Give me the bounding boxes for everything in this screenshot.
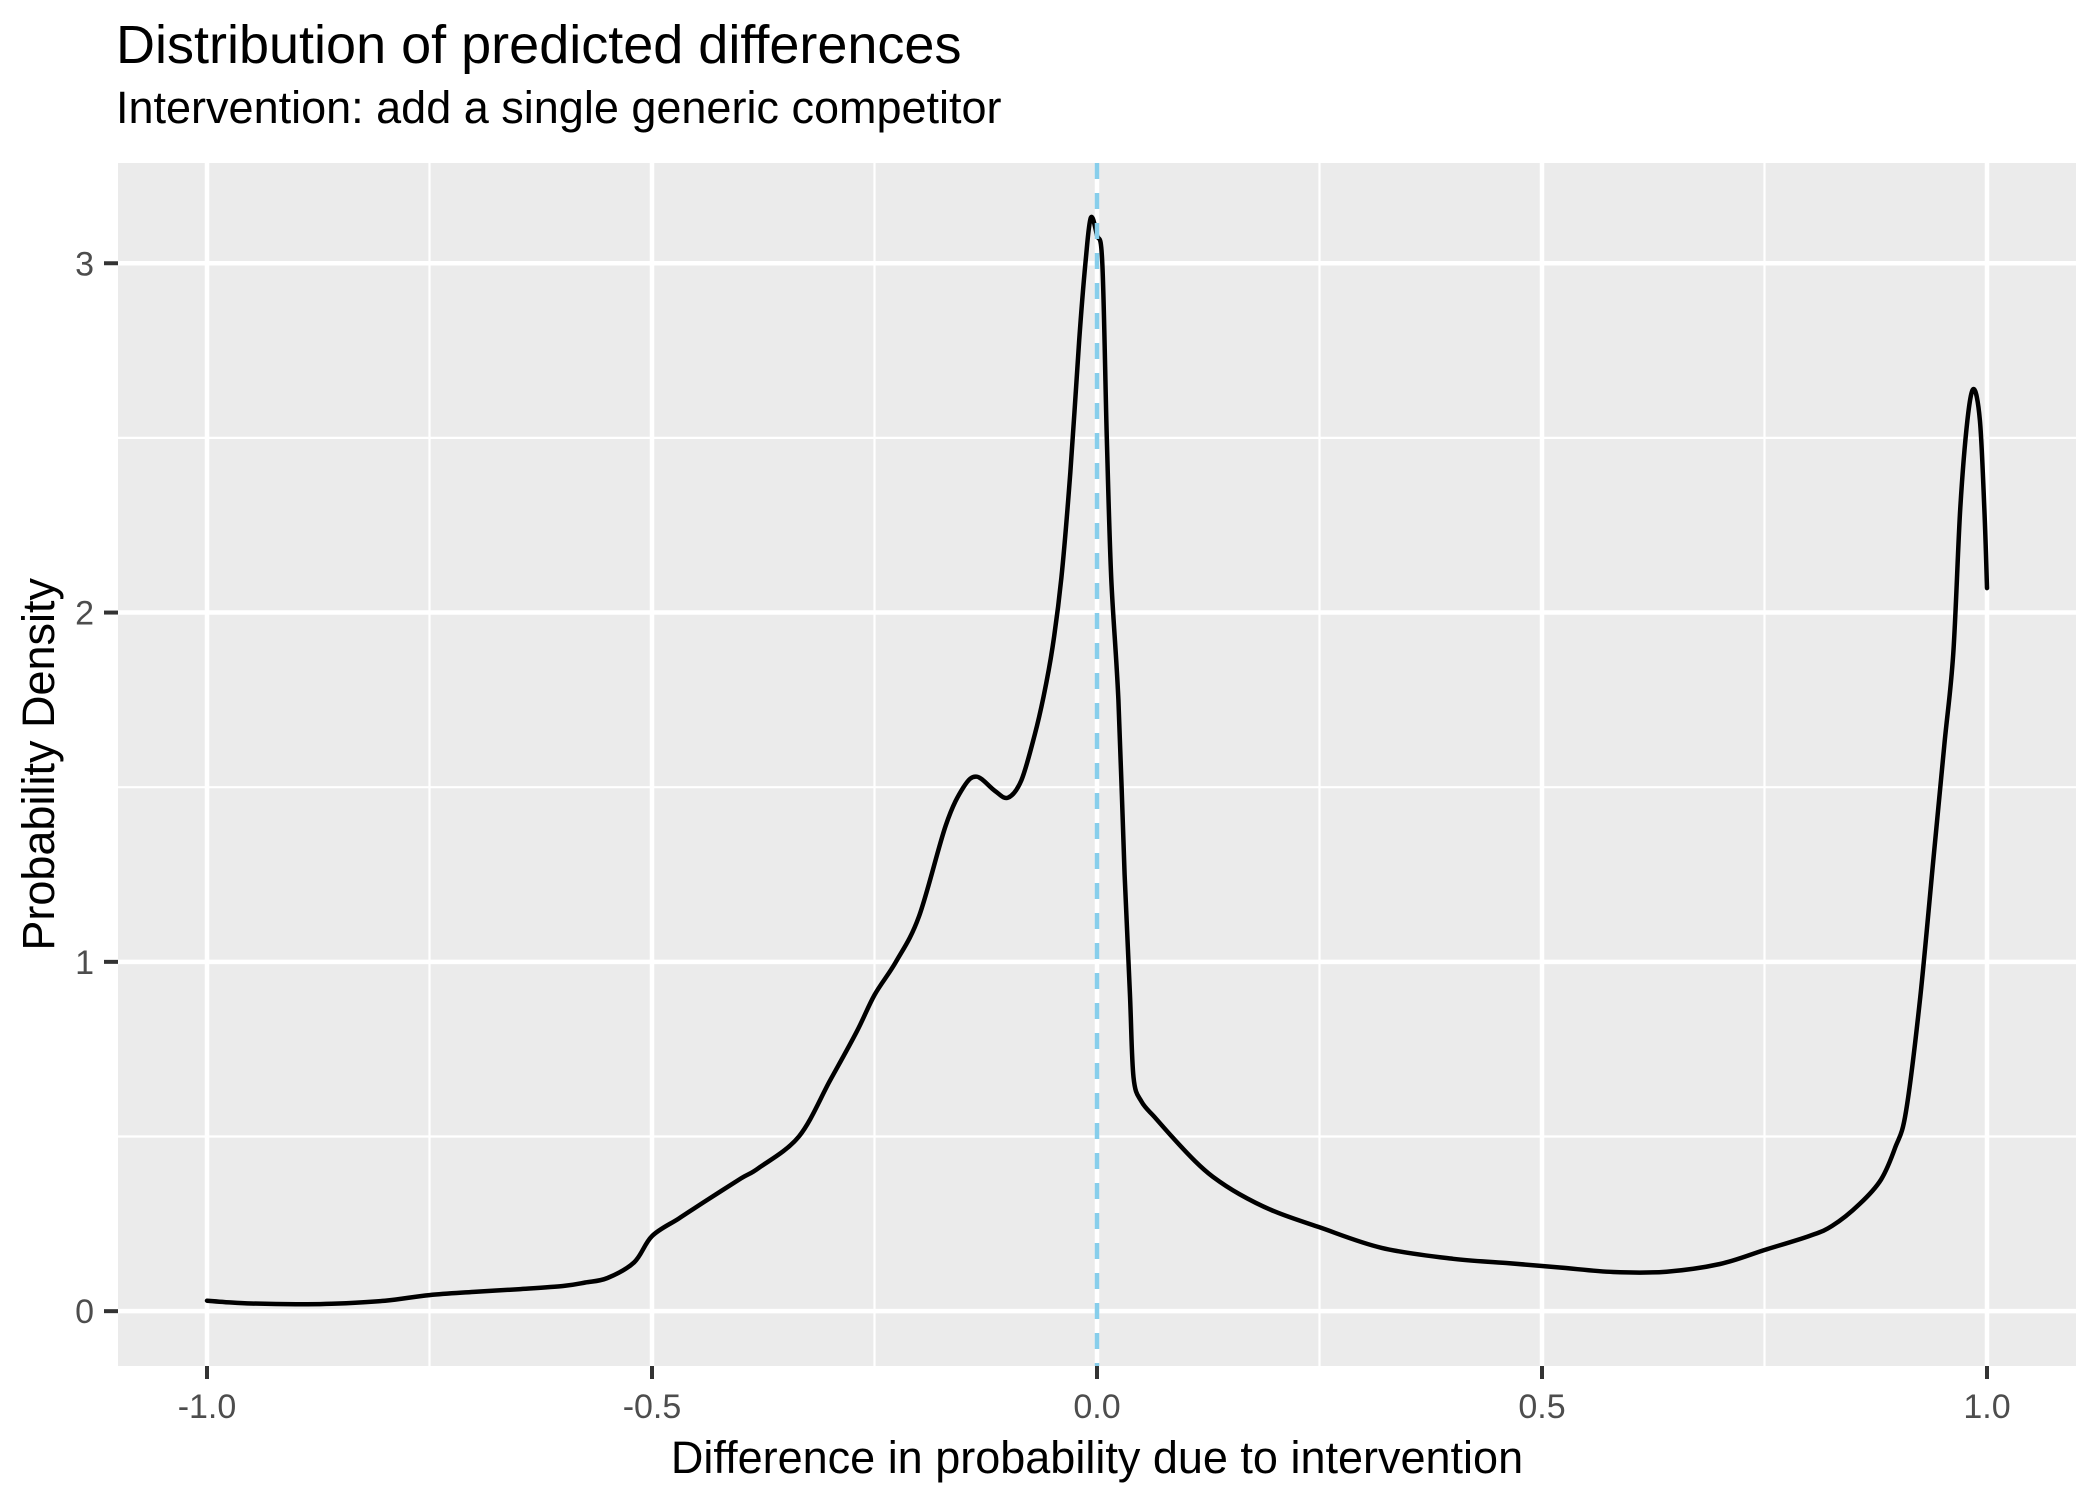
- x-axis-tick-label: -0.5: [623, 1388, 682, 1426]
- x-axis-title: Difference in probability due to interve…: [670, 1432, 1524, 1483]
- density-curve: [204, 214, 1990, 1307]
- x-axis-tick-label: -1.0: [178, 1388, 237, 1426]
- x-axis-tick-label: 1.0: [1963, 1388, 2010, 1426]
- y-axis-tick-label: 3: [75, 245, 94, 283]
- y-axis-tick-label: 1: [75, 944, 94, 982]
- x-axis-tick-label: 0.5: [1518, 1388, 1565, 1426]
- chart-subtitle: Intervention: add a single generic compe…: [116, 82, 1002, 133]
- y-axis-tick-label: 0: [75, 1293, 94, 1331]
- chart-title: Distribution of predicted differences: [116, 15, 962, 75]
- y-axis-tick-label: 2: [75, 595, 94, 633]
- x-axis-tick-label: 0.0: [1073, 1388, 1120, 1426]
